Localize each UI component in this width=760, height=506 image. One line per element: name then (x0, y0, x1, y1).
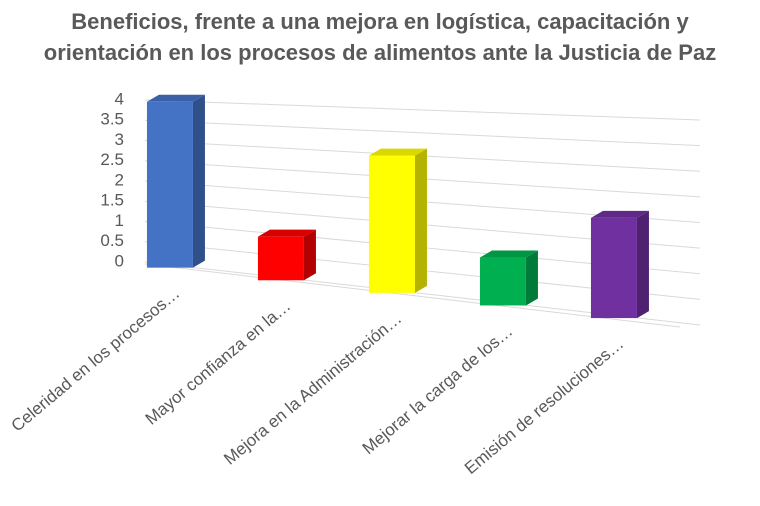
bar-front (590, 217, 637, 319)
bar-front (146, 101, 193, 268)
bar (479, 250, 538, 306)
bar-side (303, 229, 316, 281)
bar-top (590, 210, 649, 218)
y-tick-label: 0.5 (100, 231, 124, 250)
bar-top (257, 229, 316, 237)
floor-line (144, 263, 681, 328)
y-tick-label: 2.5 (100, 150, 124, 169)
bar-top (479, 250, 538, 258)
y-tick-label: 2 (115, 170, 124, 189)
bar-front (368, 155, 415, 293)
bar-top (368, 148, 427, 156)
chart-title: Beneficios, frente a una mejora en logís… (43, 9, 717, 65)
bar-side (192, 94, 205, 268)
x-tick-label: Mayor confianza en la… (142, 296, 295, 428)
y-tick-label: 4 (115, 89, 124, 108)
bar (590, 210, 649, 319)
bar (146, 94, 205, 268)
bar-front (257, 236, 304, 281)
y-tick-label: 3.5 (100, 110, 124, 129)
bar (257, 229, 316, 281)
y-tick-label: 1.5 (100, 191, 124, 210)
grid-line (144, 99, 701, 121)
y-tick-label: 0 (115, 251, 124, 270)
y-tick-label: 3 (115, 130, 124, 149)
bar-side (636, 210, 649, 319)
bar-top (146, 94, 205, 102)
y-tick-label: 1 (115, 211, 124, 230)
bar (368, 148, 427, 293)
grid-line (144, 119, 701, 147)
bar-side (525, 250, 538, 306)
bar-side (414, 148, 427, 293)
bar-front (479, 257, 526, 306)
